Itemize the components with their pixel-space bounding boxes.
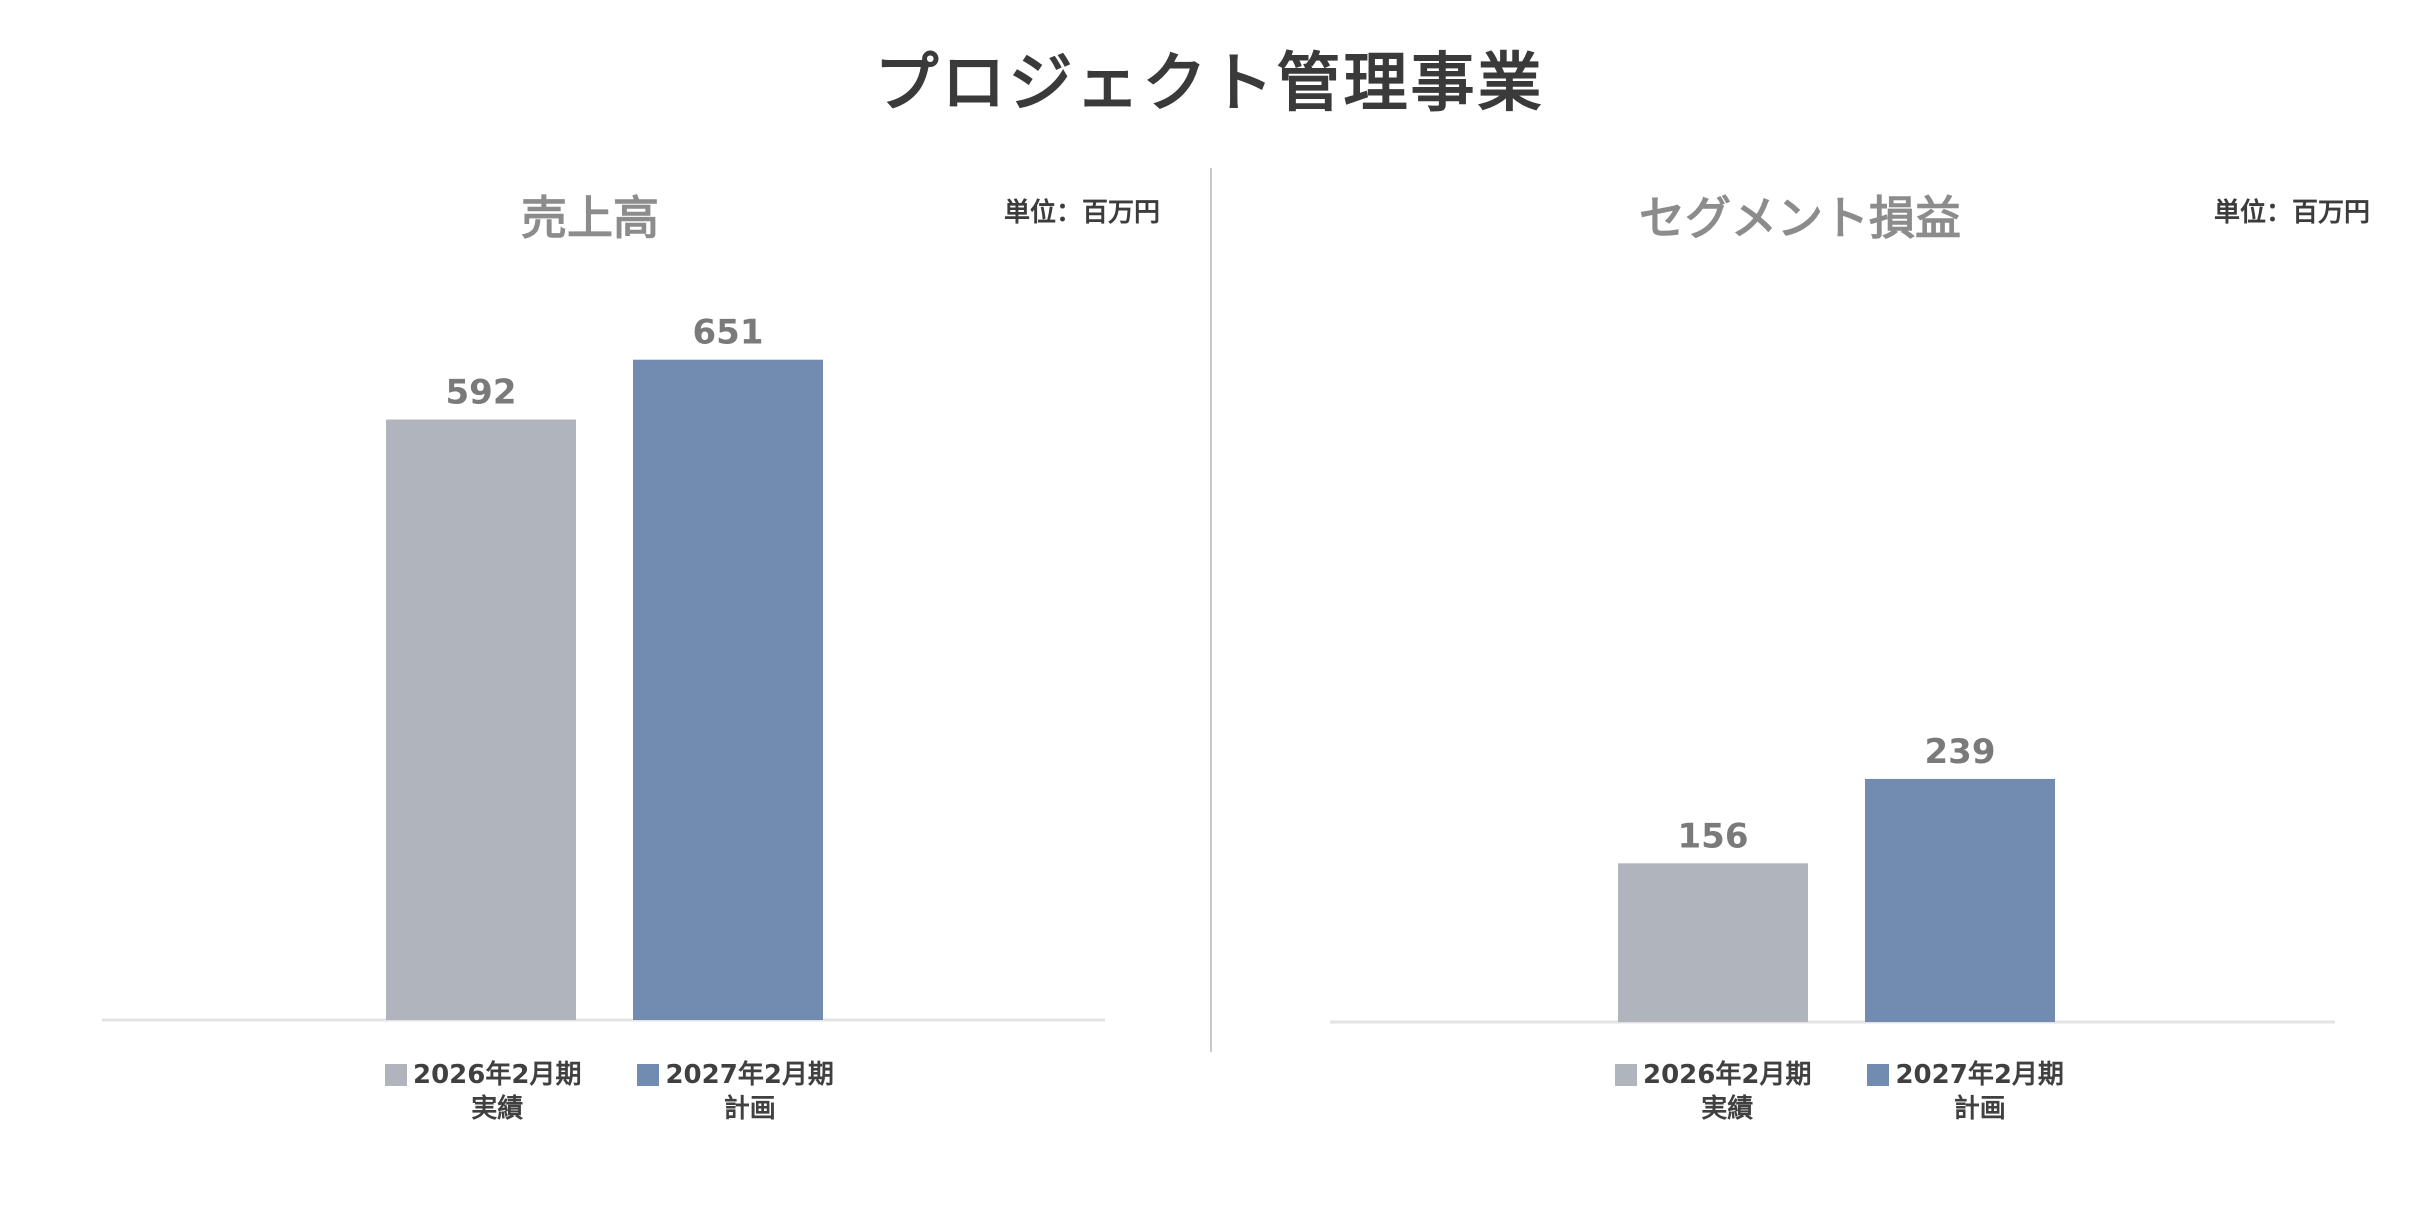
legend-item-actual: 2026年2月期 実績: [1615, 1058, 1811, 1126]
sales-bar-chart: 592 651: [102, 313, 1105, 1022]
legend-swatch-plan: [1867, 1064, 1890, 1086]
legend-item-plan: 2027年2月期 計画: [1867, 1058, 2064, 1126]
legend-sublabel: 実績: [1701, 1094, 1754, 1124]
legend: 2026年2月期 実績 2027年2月期 計画: [1615, 1058, 2064, 1126]
legend-item-plan: 2027年2月期 計画: [637, 1058, 834, 1126]
data-label-plan: 239: [1925, 732, 1996, 772]
legend-item-actual: 2026年2月期 実績: [385, 1058, 581, 1126]
bar-plan: [633, 359, 823, 1020]
chart-title: セグメント損益: [1639, 191, 1961, 245]
legend: 2026年2月期 実績 2027年2月期 計画: [385, 1058, 834, 1126]
legend-swatch-actual: [385, 1064, 407, 1086]
legend-swatch-actual: [1615, 1064, 1637, 1086]
legend-label: 2026年2月期: [1643, 1060, 1812, 1090]
legend-label: 2026年2月期: [413, 1060, 582, 1090]
legend-label: 2027年2月期: [1895, 1060, 2064, 1090]
legend-label: 2027年2月期: [665, 1060, 834, 1090]
panel-divider: [1210, 168, 1212, 1052]
data-label-actual: 156: [1678, 816, 1749, 856]
segment-profit-bar-chart: 156 239: [1330, 732, 2335, 1024]
legend-sublabel: 実績: [471, 1094, 524, 1124]
unit-label: 単位：百万円: [2213, 198, 2370, 228]
panel-segment-profit: セグメント損益 単位：百万円 156 239 2026年2月期 実績 2027年2…: [1230, 160, 2410, 1170]
bar-plan: [1865, 778, 2055, 1022]
legend-swatch-plan: [637, 1064, 660, 1086]
legend-sublabel: 計画: [1953, 1094, 2006, 1124]
page-title: プロジェクト管理事業: [874, 47, 1545, 121]
bar-actual: [386, 419, 576, 1020]
legend-sublabel: 計画: [723, 1094, 776, 1124]
unit-label: 単位：百万円: [1003, 198, 1160, 228]
chart-title: 売上高: [521, 191, 659, 245]
panel-sales: 売上高 単位：百万円 592 651 2026年2月期 実績 2027年2月期 計…: [20, 160, 1200, 1170]
data-label-actual: 592: [446, 373, 517, 413]
data-label-plan: 651: [693, 313, 764, 353]
bar-actual: [1618, 863, 1808, 1022]
